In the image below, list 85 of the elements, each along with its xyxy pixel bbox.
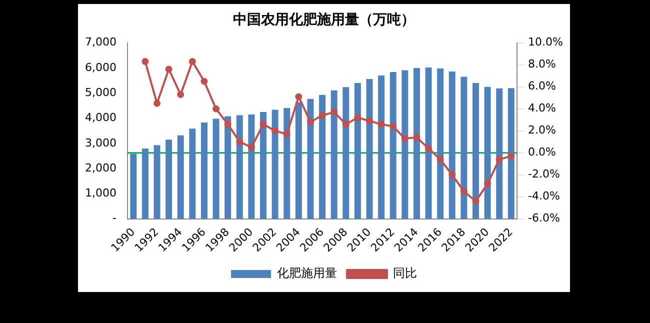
point: [260, 120, 267, 128]
bar: [460, 76, 468, 219]
point: [154, 100, 161, 107]
point: [330, 108, 338, 116]
y2-tick-label: 8.0%: [528, 58, 556, 71]
point: [306, 118, 314, 126]
point: [142, 58, 149, 66]
bar: [496, 88, 503, 219]
y2-tick-label: -6.0%: [528, 212, 560, 225]
bar: [224, 116, 232, 219]
bar: [319, 94, 326, 219]
bar: [484, 86, 491, 219]
y-tick-label: -: [112, 212, 117, 225]
point: [460, 188, 468, 195]
y-tick-label: 4,000: [84, 111, 116, 124]
bar: [448, 71, 456, 219]
point: [436, 156, 444, 163]
y-tick-label: 3,000: [84, 136, 116, 150]
point: [295, 93, 302, 100]
point: [484, 180, 492, 188]
point: [496, 156, 503, 163]
y2-tick-label: 2.0%: [528, 124, 556, 137]
point: [248, 144, 255, 151]
bar: [154, 145, 160, 219]
bar: [189, 128, 196, 219]
bar: [284, 108, 290, 219]
point: [425, 144, 432, 152]
bar: [354, 83, 361, 219]
y-tick-label: 6,000: [84, 60, 116, 74]
point: [354, 114, 362, 122]
legend-label: 同比: [393, 266, 417, 280]
point: [165, 66, 172, 73]
point: [413, 134, 420, 141]
point: [390, 122, 397, 130]
bar: [402, 70, 408, 219]
point: [448, 171, 456, 178]
bar: [413, 68, 420, 219]
point: [342, 120, 350, 128]
bar: [142, 148, 148, 219]
bar: [177, 135, 184, 219]
point: [236, 138, 244, 146]
point: [283, 130, 290, 138]
bar: [272, 110, 278, 219]
bar: [425, 67, 432, 219]
bar: [248, 114, 255, 219]
bar: [260, 112, 266, 219]
y-tick-label: 7,000: [84, 36, 116, 49]
point: [508, 152, 515, 160]
y2-tick-label: 10.0%: [528, 36, 564, 49]
bar: [307, 98, 314, 219]
y-tick-label: 2,000: [84, 161, 116, 174]
bar: [390, 72, 396, 219]
y2-tick-label: 4.0%: [528, 102, 556, 115]
bar: [437, 68, 444, 219]
y2-tick-label: -4.0%: [528, 190, 560, 203]
bar: [472, 83, 479, 219]
y-tick-label: 1,000: [84, 186, 116, 200]
point: [272, 127, 279, 134]
point: [177, 91, 184, 98]
y2-tick-label: 0.0%: [528, 146, 556, 159]
point: [318, 112, 326, 119]
point: [378, 120, 385, 128]
y2-tick-label: -2.0%: [528, 168, 560, 181]
bar: [130, 154, 137, 219]
bar: [342, 87, 350, 219]
y-tick-label: 5,000: [84, 86, 116, 99]
bar: [212, 118, 220, 219]
bar: [295, 102, 302, 219]
point: [188, 58, 196, 66]
bar: [236, 115, 243, 219]
chart-title: 中国农用化肥施用量（万吨）: [233, 12, 415, 28]
bar: [166, 140, 172, 219]
legend-label: 化肥施用量: [277, 266, 337, 280]
point: [224, 120, 232, 128]
point: [472, 198, 480, 205]
point: [366, 117, 373, 124]
bar: [378, 76, 385, 219]
point: [200, 78, 208, 85]
bar: [508, 88, 514, 219]
bar: [366, 79, 373, 219]
y2-tick-label: 6.0%: [528, 80, 556, 93]
point: [212, 105, 220, 112]
bar: [330, 90, 338, 219]
bar: [200, 122, 208, 219]
point: [401, 135, 408, 142]
